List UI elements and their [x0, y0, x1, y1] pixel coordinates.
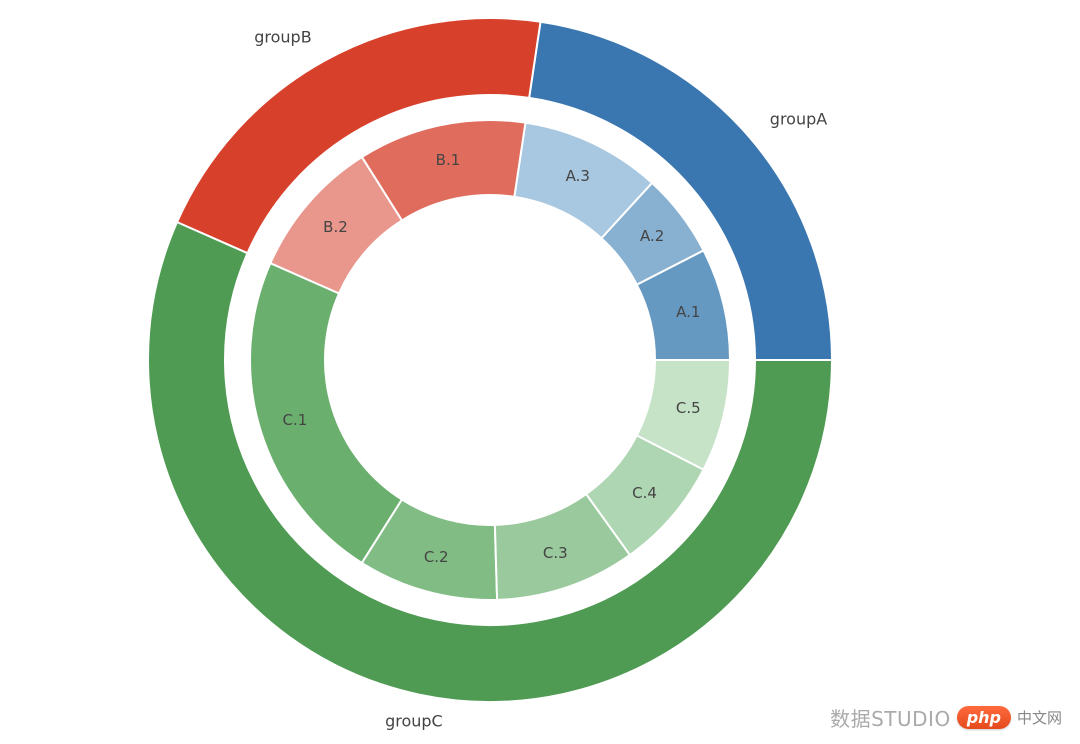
- outer-label-groupC: groupC: [385, 712, 443, 731]
- inner-label-C-2: C.2: [424, 548, 449, 566]
- donut-svg: [0, 0, 1080, 744]
- inner-label-A-3: A.3: [566, 167, 590, 185]
- inner-label-B-2: B.2: [323, 218, 348, 236]
- watermark-studio-text: 数据STUDIO: [830, 703, 951, 732]
- inner-label-A-1: A.1: [676, 303, 700, 321]
- watermark-cn-text: 中文网: [1017, 707, 1062, 728]
- inner-label-C-5: C.5: [676, 399, 701, 417]
- watermark: 数据STUDIO php 中文网: [830, 703, 1062, 732]
- outer-slice-groupC: [148, 222, 832, 702]
- outer-label-groupA: groupA: [770, 109, 827, 128]
- inner-label-C-1: C.1: [282, 411, 307, 429]
- php-badge: php: [957, 706, 1011, 729]
- inner-label-A-2: A.2: [640, 227, 664, 245]
- donut-chart: groupA groupB groupC A.1 A.2 A.3 B.1 B.2 C.1 C.2 C…: [0, 0, 1080, 744]
- inner-label-C-3: C.3: [543, 544, 568, 562]
- outer-label-groupB: groupB: [254, 27, 311, 46]
- inner-label-C-4: C.4: [632, 484, 657, 502]
- inner-label-B-1: B.1: [436, 151, 461, 169]
